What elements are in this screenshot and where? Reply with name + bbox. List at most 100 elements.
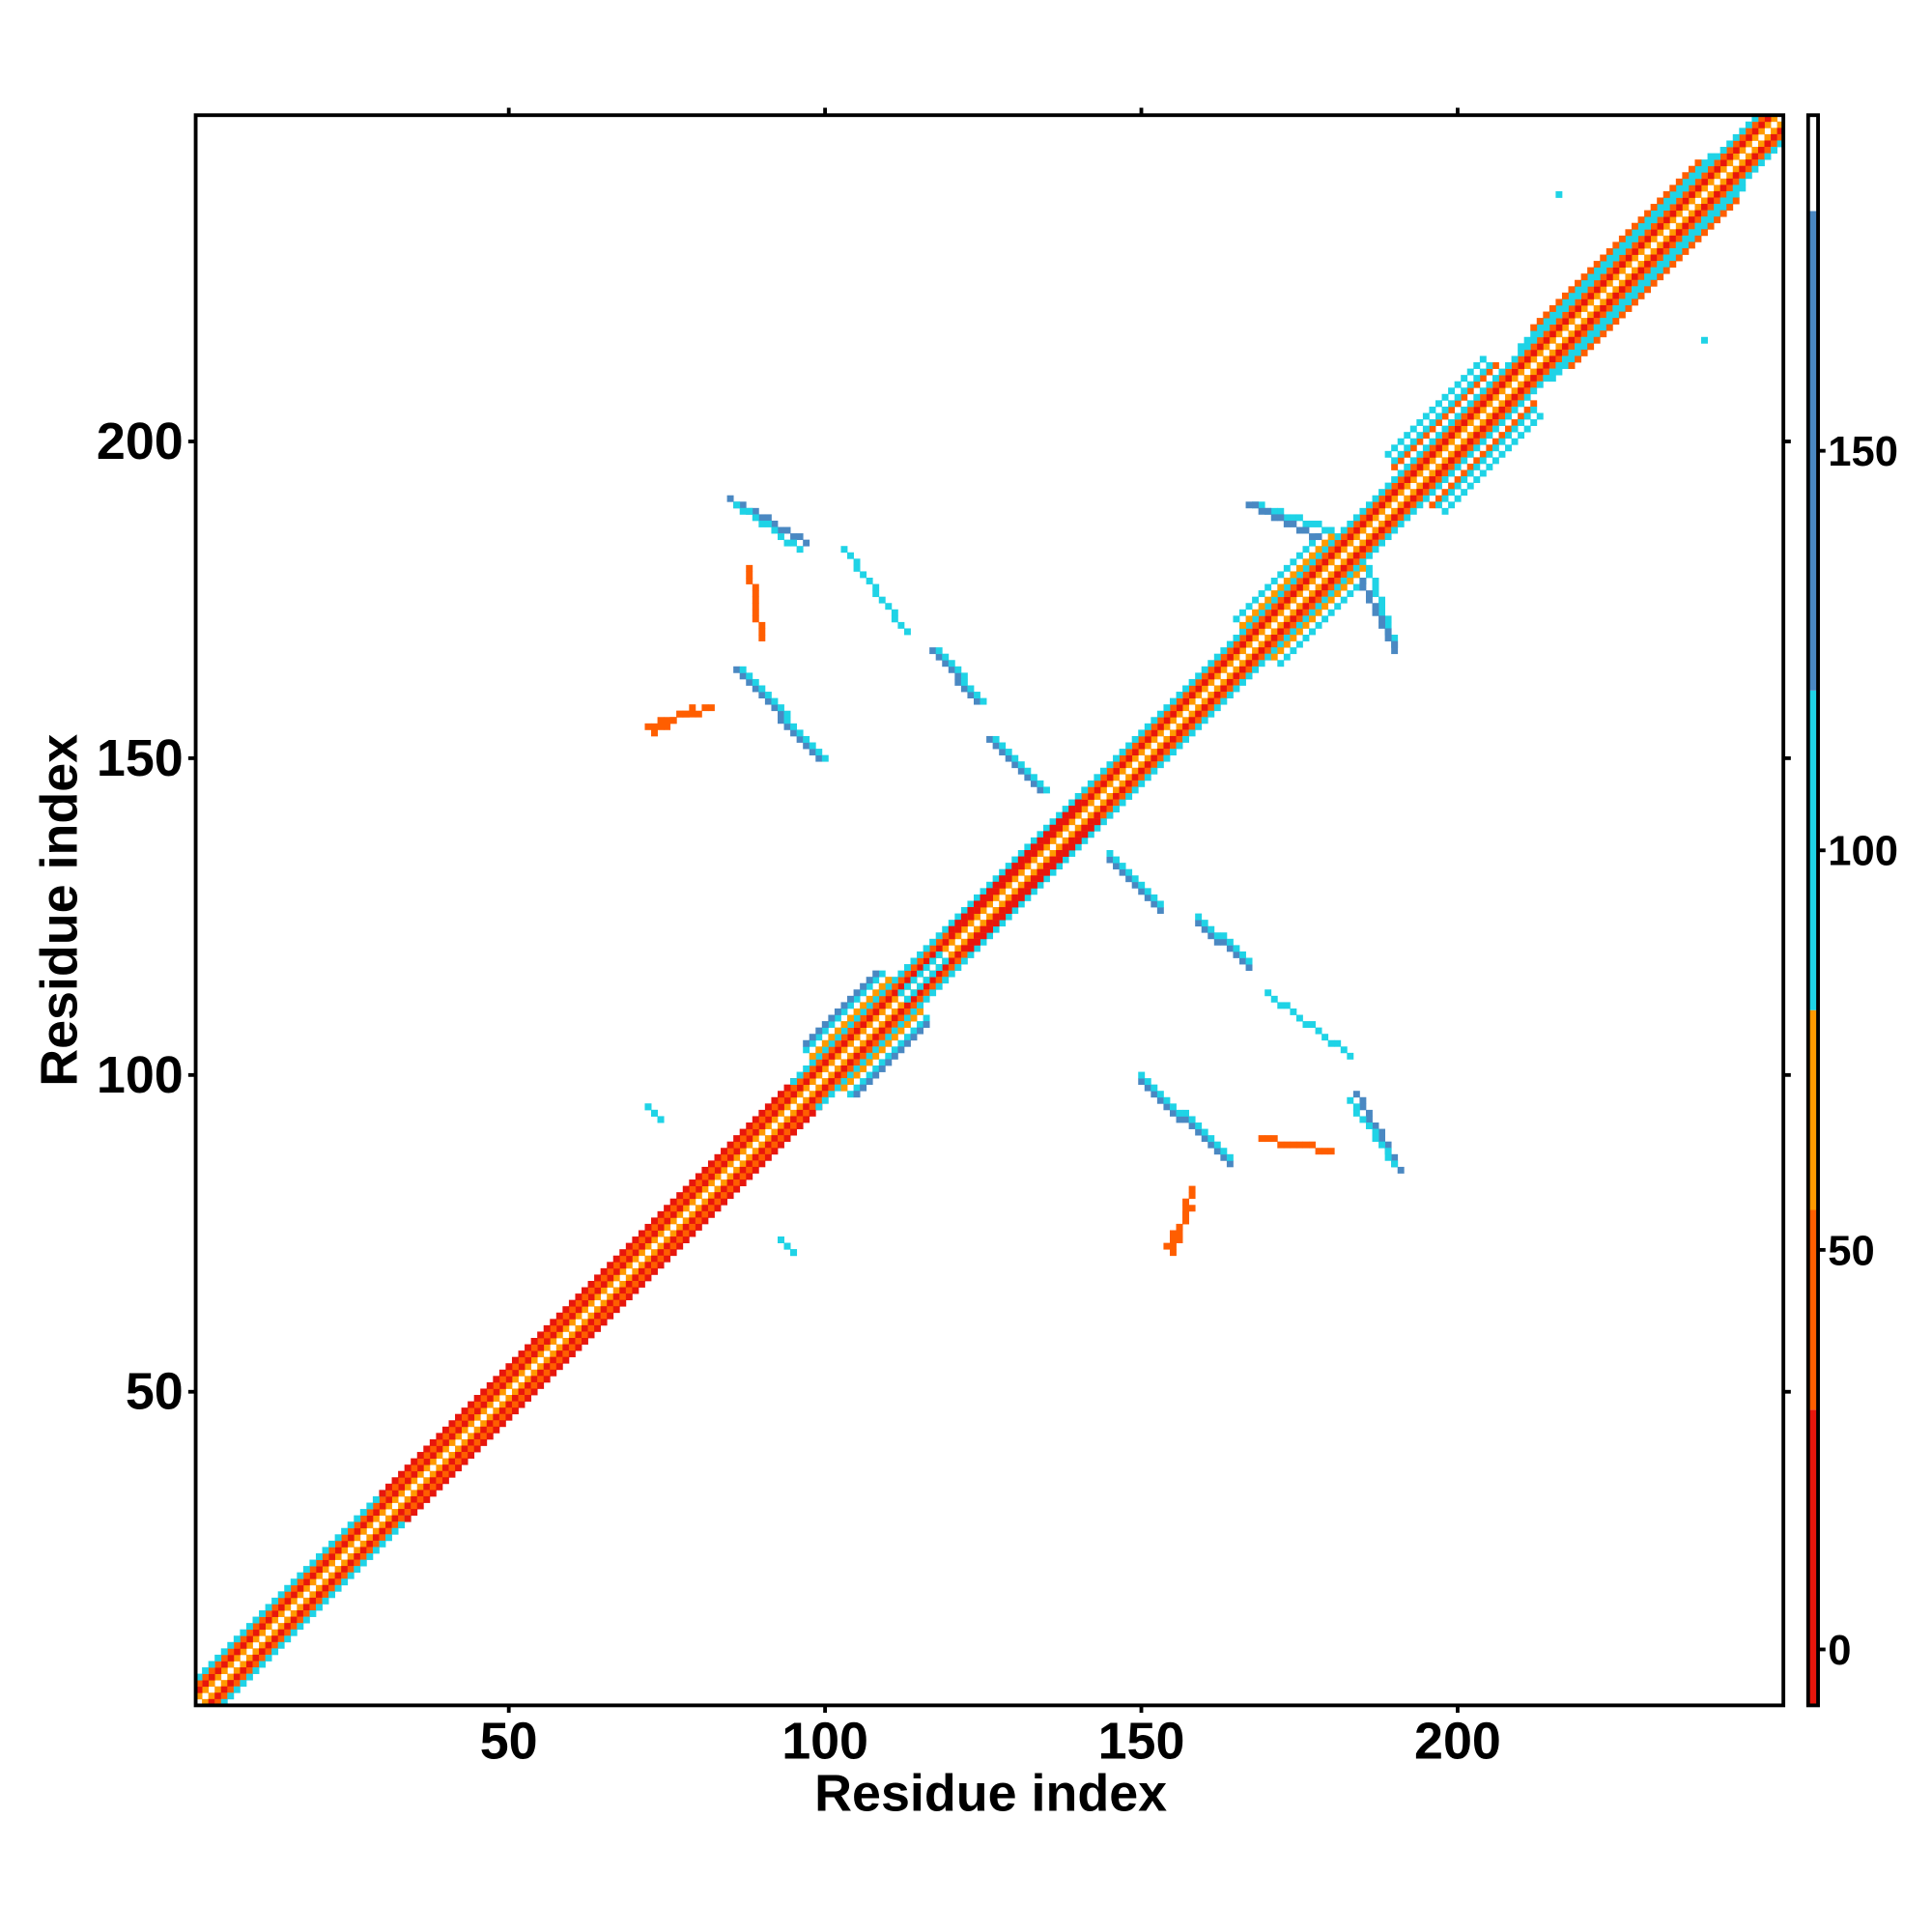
cell [1277,603,1285,611]
cell [1182,1109,1190,1117]
cell [942,925,950,933]
cell [1309,564,1316,572]
cell [651,729,658,737]
cell [1662,254,1670,262]
cell [1726,147,1734,154]
cell [468,1407,475,1415]
cell [903,1008,911,1015]
cell [1359,558,1367,566]
cell [726,1153,734,1161]
cell [1302,621,1310,629]
cell [1290,577,1297,584]
cell [1688,222,1695,230]
cell [1397,450,1405,458]
cell [1548,355,1556,363]
cell [480,1395,488,1402]
cell [1587,311,1595,319]
cell [1258,621,1265,629]
cell [986,735,994,743]
cell [1454,476,1462,484]
cell [1056,831,1064,838]
cell [803,1065,810,1072]
cell [625,1293,633,1301]
cell [259,1623,266,1631]
cell [1505,406,1512,413]
cell [195,1692,203,1700]
cell [302,1578,310,1586]
cell [385,1515,392,1522]
cell [644,1103,652,1111]
cell [746,1153,753,1161]
cell [1771,115,1777,123]
cell [1587,330,1595,338]
cell [612,1255,620,1263]
cell [252,1616,260,1624]
cell [1011,875,1019,883]
cell [1600,261,1607,269]
cell [739,1141,747,1149]
cell [1461,425,1468,433]
cell [1448,457,1456,465]
cell [315,1559,323,1567]
cell [1213,660,1221,668]
cell [1264,615,1272,623]
cell [391,1490,399,1497]
cell [411,1477,418,1485]
cell [1081,837,1089,844]
cell [1264,647,1272,655]
cell [973,907,980,914]
cell [1714,197,1721,205]
cell [986,881,994,889]
cell [259,1661,266,1668]
cell [1625,235,1633,242]
cell [1384,450,1392,458]
cell [1352,552,1360,559]
cell [530,1344,538,1351]
cell [1454,393,1462,401]
cell [1017,856,1025,864]
cell [1739,165,1747,173]
cell [1119,863,1126,870]
cell [1707,222,1715,230]
cell [746,1166,753,1174]
cell [1270,653,1278,661]
cell [1290,628,1297,636]
cell [582,1331,588,1339]
cell [575,1331,582,1339]
cell [265,1654,272,1662]
cell [796,533,804,541]
cell [1283,628,1291,636]
cell [473,1401,481,1408]
cell [701,1205,709,1212]
cell [1334,571,1342,579]
cell [1119,767,1126,775]
cell [721,1166,727,1174]
cell [1302,577,1310,584]
cell [1309,558,1316,566]
cell [1587,336,1595,344]
cell [1005,900,1012,908]
cell [202,1686,210,1693]
cell [1340,546,1348,554]
cell [1182,692,1190,698]
colorbar-tick-label: 0 [1828,1628,1851,1674]
cell [1094,780,1101,787]
cell [1169,1236,1177,1244]
cell [1138,1071,1146,1079]
cell [726,1160,734,1168]
cell [664,723,671,730]
cell [271,1610,279,1617]
cell [942,970,950,978]
cell [942,964,950,971]
cell [783,1116,791,1123]
cell [1156,723,1164,730]
cell [543,1344,551,1351]
cell [404,1483,412,1491]
cell [1473,375,1481,383]
cell [1739,159,1747,167]
cell [1575,349,1581,356]
cell [1530,381,1538,388]
cell [1473,425,1481,433]
cell [1454,495,1462,502]
cell [480,1407,488,1415]
